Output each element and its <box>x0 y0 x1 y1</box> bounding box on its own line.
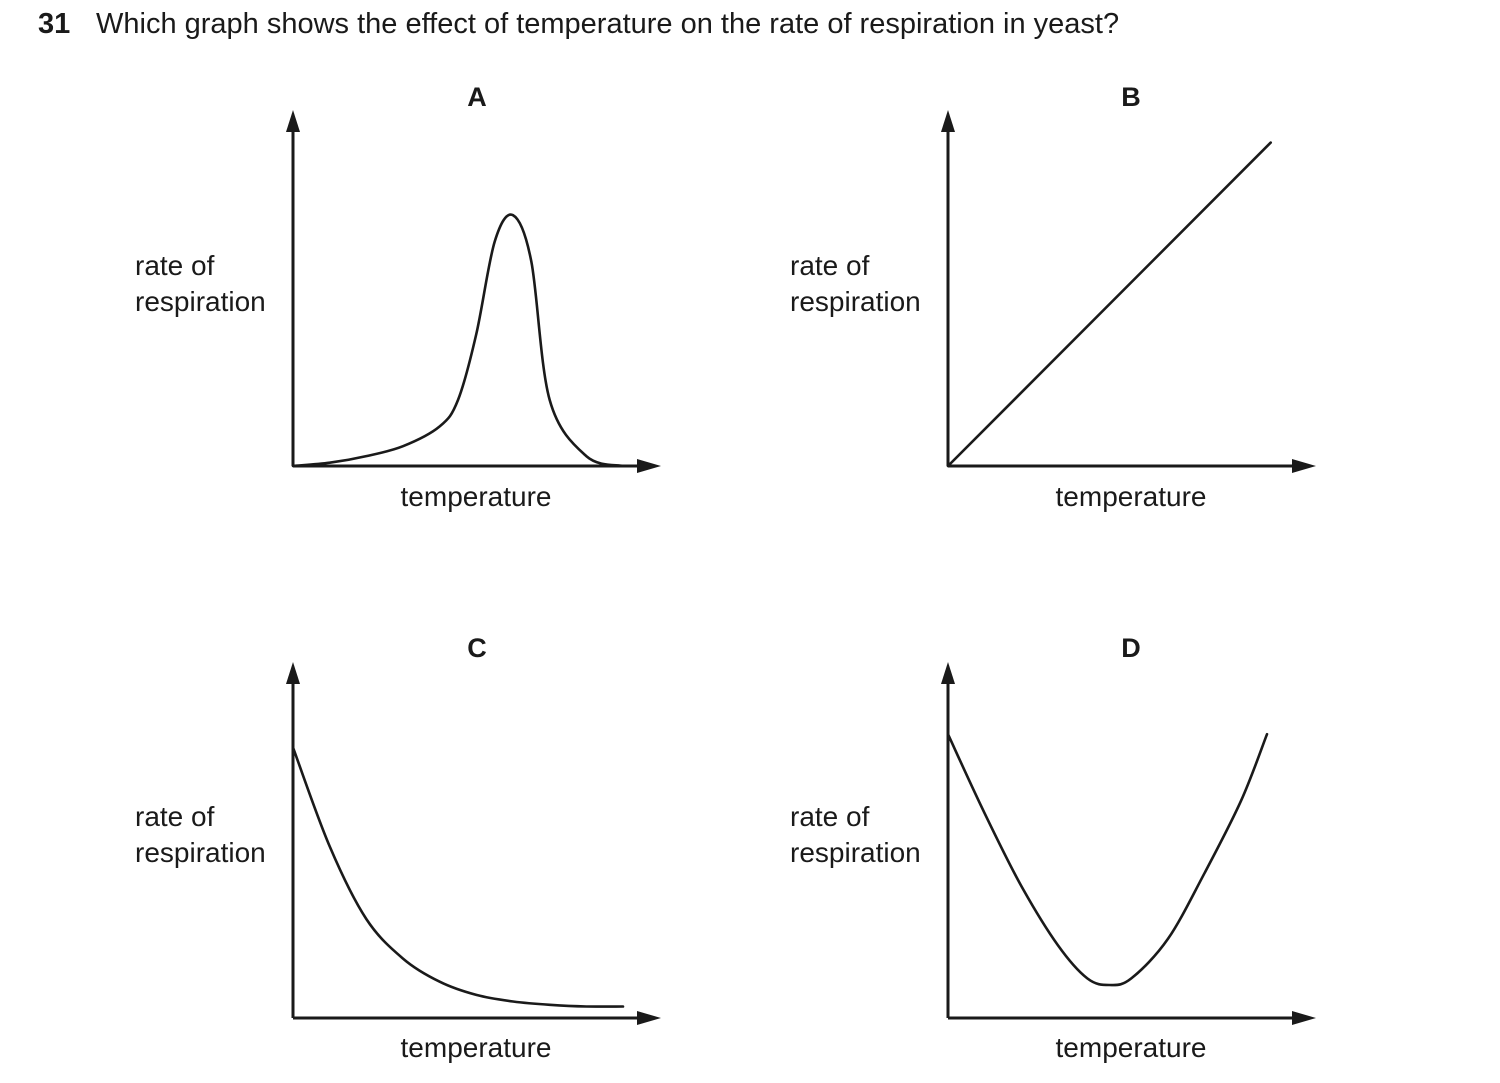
ylabel-a-line-2: respiration <box>135 286 266 317</box>
ylabel-b-line-1: rate of <box>790 250 870 281</box>
ylabel-b: rate of respiration <box>790 248 921 320</box>
y-axis-arrow-a <box>286 110 300 132</box>
x-axis-arrow-a <box>637 459 661 473</box>
ylabel-d: rate of respiration <box>790 799 921 871</box>
x-axis-arrow-d <box>1292 1011 1316 1025</box>
panel-letter-c: C <box>467 633 487 663</box>
xlabel-c: temperature <box>400 1032 552 1063</box>
ylabel-d-line-1: rate of <box>790 801 870 832</box>
curve-a <box>291 213 625 468</box>
xlabel-d: temperature <box>1055 1032 1207 1063</box>
ylabel-b-line-2: respiration <box>790 286 921 317</box>
ylabel-c: rate of respiration <box>135 799 266 871</box>
xlabel-a: temperature <box>400 481 552 512</box>
x-axis-arrow-c <box>637 1011 661 1025</box>
ylabel-c-line-1: rate of <box>135 801 215 832</box>
y-axis-arrow-b <box>941 110 955 132</box>
y-axis-arrow-d <box>941 662 955 684</box>
panel-letter-d: D <box>1121 633 1141 663</box>
curve-b <box>946 141 1272 468</box>
panel-letter-b: B <box>1121 82 1141 112</box>
ylabel-c-line-2: respiration <box>135 837 266 868</box>
curve-c <box>291 746 625 1008</box>
ylabel-a: rate of respiration <box>135 248 266 320</box>
y-axis-arrow-c <box>286 662 300 684</box>
curve-d <box>946 732 1269 987</box>
ylabel-d-line-2: respiration <box>790 837 921 868</box>
x-axis-arrow-b <box>1292 459 1316 473</box>
panel-letter-a: A <box>467 82 487 112</box>
question-text: Which graph shows the effect of temperat… <box>96 8 1120 40</box>
xlabel-b: temperature <box>1055 481 1207 512</box>
question-number: 31 <box>38 8 71 40</box>
ylabel-a-line-1: rate of <box>135 250 215 281</box>
question: 31 Which graph shows the effect of temper… <box>38 8 1119 41</box>
